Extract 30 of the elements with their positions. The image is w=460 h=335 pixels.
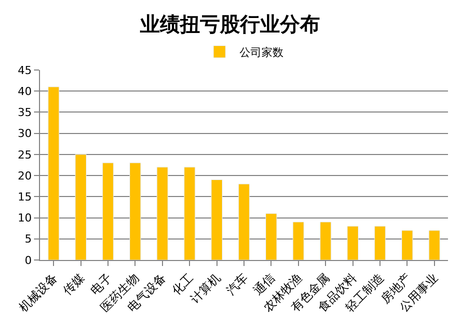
bar xyxy=(238,184,250,260)
y-tick-label: 25 xyxy=(18,148,32,162)
y-tick-label: 20 xyxy=(18,169,32,182)
bar xyxy=(48,86,60,260)
y-tick-label: 40 xyxy=(18,84,32,98)
legend-label: 公司家数 xyxy=(240,46,284,59)
y-tick-label: 0 xyxy=(24,254,32,267)
y-tick-label: 30 xyxy=(18,127,32,140)
bar xyxy=(75,154,86,260)
bar xyxy=(130,162,141,260)
x-tick-label: 汽车 xyxy=(223,270,250,298)
bar xyxy=(428,230,440,260)
x-tick-label: 机械设备 xyxy=(16,270,60,315)
bar xyxy=(347,226,358,260)
bar xyxy=(374,226,386,260)
x-tick-label: 传媒 xyxy=(60,270,88,298)
y-tick-label: 15 xyxy=(18,190,32,204)
y-tick-label: 45 xyxy=(18,64,32,77)
bar xyxy=(292,222,304,260)
bar xyxy=(402,230,413,260)
bar xyxy=(102,162,114,260)
y-tick-label: 5 xyxy=(24,232,32,246)
y-tick-label: 35 xyxy=(18,106,32,120)
bar xyxy=(266,213,277,260)
bar xyxy=(156,166,168,260)
bar xyxy=(211,180,222,260)
bar xyxy=(184,166,196,260)
y-tick-label: 10 xyxy=(18,212,32,225)
bar xyxy=(320,222,332,260)
chart-title: 业绩扭亏股行业分布 xyxy=(139,12,320,36)
